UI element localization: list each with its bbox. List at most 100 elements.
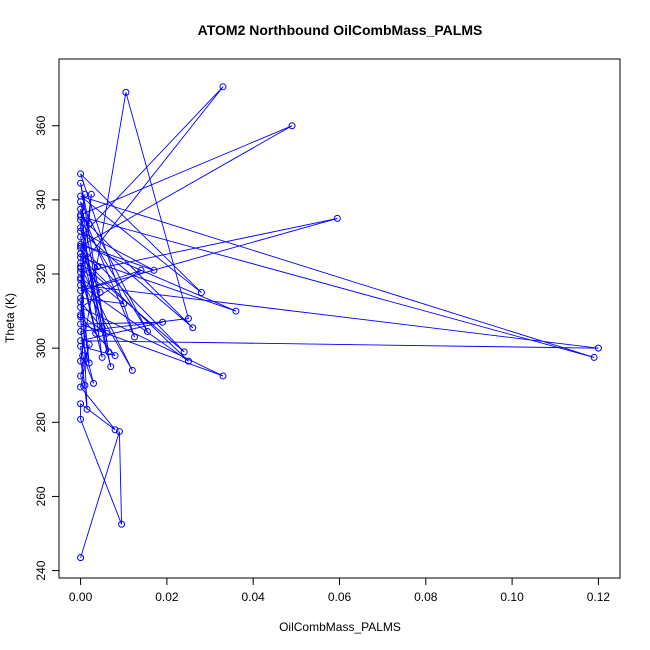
x-tick-label: 0.12 — [587, 590, 611, 604]
data-point — [77, 415, 85, 423]
data-point — [590, 353, 598, 361]
series-lines — [80, 86, 599, 558]
data-point — [77, 383, 85, 391]
data-point — [92, 329, 100, 337]
series-line-segment — [80, 318, 189, 332]
series-line-segment — [80, 268, 103, 358]
x-tick-label: 0.02 — [155, 590, 179, 604]
data-point — [137, 266, 145, 274]
y-tick-label: 360 — [34, 115, 48, 135]
data-point — [118, 520, 126, 528]
series-line-segment — [80, 194, 92, 317]
data-point — [122, 88, 130, 96]
x-tick-label: 0.04 — [242, 590, 266, 604]
data-point — [90, 379, 98, 387]
series-line-segment — [80, 431, 120, 558]
data-point — [77, 313, 85, 321]
x-tick-label: 0.06 — [328, 590, 352, 604]
series-line-segment — [80, 243, 237, 312]
plot-frame — [58, 58, 621, 579]
x-tick-label: 0.10 — [500, 590, 524, 604]
data-point — [77, 224, 85, 232]
y-tick-label: 320 — [34, 264, 48, 284]
series-line-segment — [80, 345, 116, 357]
series-line-segment — [80, 323, 224, 377]
x-tick-label: 0.08 — [414, 590, 438, 604]
data-point — [77, 274, 85, 282]
data-point — [197, 289, 205, 297]
data-point — [77, 244, 85, 252]
series-line-segment — [80, 86, 224, 267]
data-point — [107, 363, 115, 371]
series-line-segment — [80, 340, 599, 349]
data-point — [111, 426, 119, 434]
data-point — [333, 214, 341, 222]
data-point — [159, 318, 167, 326]
data-point — [131, 333, 139, 341]
data-point — [83, 405, 91, 413]
data-point — [150, 266, 158, 274]
y-tick-label: 280 — [34, 412, 48, 432]
y-tick-label: 240 — [34, 560, 48, 580]
data-point — [77, 554, 85, 562]
series-line-segment — [80, 268, 125, 305]
data-point — [77, 253, 85, 261]
data-point — [111, 352, 119, 360]
series-line-segment — [80, 346, 88, 410]
data-point — [288, 122, 296, 130]
series-line-segment — [80, 201, 110, 352]
x-axis: 0.00 0.02 0.04 0.06 0.08 0.10 0.12 — [69, 577, 611, 604]
data-point — [102, 329, 110, 337]
data-point — [77, 320, 85, 328]
data-point — [120, 300, 128, 308]
series-line-segment — [80, 284, 599, 349]
data-point — [115, 428, 123, 436]
x-axis-label: OilCombMass_PALMS — [279, 620, 401, 634]
data-point — [77, 342, 85, 350]
series-line-segment — [80, 173, 135, 338]
data-point — [128, 366, 136, 374]
data-point — [77, 327, 85, 335]
data-point — [184, 315, 192, 322]
data-point — [77, 192, 85, 200]
data-point — [77, 372, 85, 380]
series-line-segment — [82, 355, 94, 384]
series-line-segment — [80, 125, 293, 216]
data-point — [77, 303, 85, 311]
data-point — [96, 289, 104, 297]
data-point — [143, 327, 151, 335]
series-line-segment — [80, 256, 237, 312]
series-line-segment — [80, 183, 90, 225]
series-line-segment — [80, 208, 135, 338]
data-point — [77, 281, 85, 289]
y-tick-label: 340 — [34, 190, 48, 210]
data-point — [77, 294, 85, 302]
data-point — [219, 372, 227, 380]
data-point — [77, 264, 85, 272]
series-line-segment — [80, 403, 116, 431]
series-line-segment — [80, 297, 124, 305]
data-point — [81, 381, 89, 389]
data-point — [219, 83, 227, 91]
y-tick-label: 260 — [34, 486, 48, 506]
series-line-segment — [80, 173, 202, 293]
data-point — [98, 353, 106, 361]
series-line-segment — [80, 279, 133, 371]
data-point — [94, 263, 102, 271]
series-line-segment — [80, 321, 163, 342]
series-line-segment — [80, 92, 127, 362]
y-axis-label: Theta (K) — [3, 293, 17, 343]
series-line-segment — [80, 257, 189, 362]
data-point — [77, 227, 85, 235]
x-tick-label: 0.00 — [69, 590, 93, 604]
data-point — [232, 307, 240, 315]
y-axis: 240 260 280 300 320 340 360 — [34, 115, 60, 581]
data-point — [85, 220, 93, 228]
data-point — [77, 179, 85, 187]
series-line-segment — [80, 247, 112, 367]
series-line-segment — [80, 243, 155, 271]
series-line-segment — [80, 86, 224, 238]
series-line-segment — [80, 216, 194, 329]
data-point — [180, 348, 188, 356]
